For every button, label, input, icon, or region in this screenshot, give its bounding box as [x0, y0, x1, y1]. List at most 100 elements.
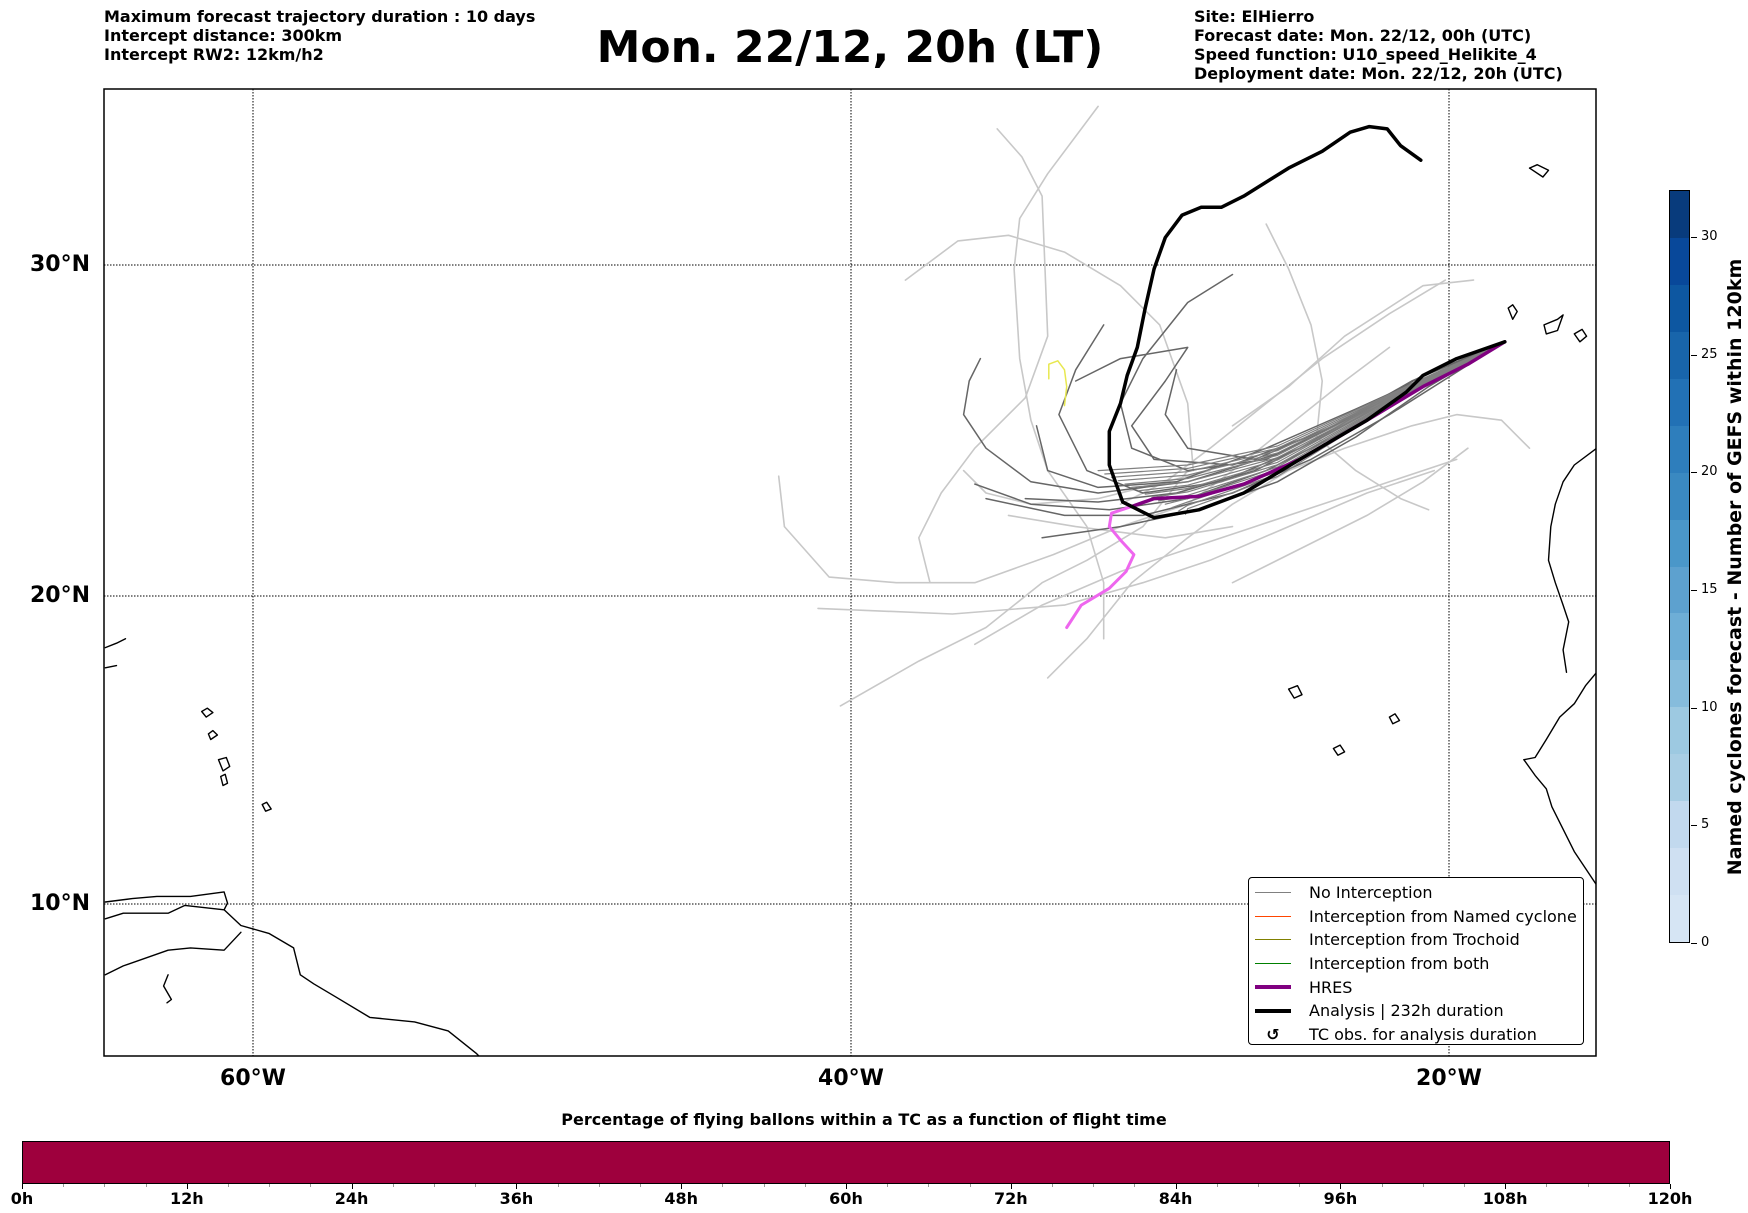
time-tick [351, 1184, 353, 1189]
time-tick [1258, 1184, 1259, 1187]
time-tick [228, 1184, 229, 1187]
legend-swatch [1255, 985, 1291, 990]
forecast-date-text: Forecast date: Mon. 22/12, 00h (UTC) [1194, 26, 1532, 45]
yellow-track [1048, 360, 1068, 407]
colorbar-segment [1670, 801, 1689, 849]
coastline-segment [104, 891, 229, 911]
coastline-segment [207, 729, 219, 741]
colorbar-tick-label: 10 [1701, 699, 1718, 715]
legend-swatch [1255, 1008, 1291, 1013]
time-tick [722, 1184, 724, 1187]
colorbar-segment [1670, 848, 1689, 896]
time-tick [804, 1184, 806, 1187]
time-tick [186, 1184, 188, 1189]
lat-label-30n: 30°N [29, 252, 90, 277]
ensemble-track [1104, 341, 1506, 475]
time-bar-title: Percentage of flying ballons within a TC… [561, 1110, 1167, 1129]
map-frame [103, 88, 1597, 1057]
time-tick [22, 1184, 23, 1189]
legend-label: TC obs. for analysis duration [1309, 1024, 1537, 1044]
time-tick [516, 1184, 518, 1189]
colorbar-segment [1670, 566, 1689, 614]
time-tick [392, 1184, 394, 1187]
time-tick [1670, 1184, 1671, 1189]
time-tick-label: 24h [334, 1189, 369, 1208]
coastline-segment [1523, 759, 1596, 886]
colorbar-tick [1691, 825, 1697, 827]
colorbar-segment [1670, 425, 1689, 473]
coastline-segment [261, 801, 272, 812]
lat-label-20n: 20°N [29, 583, 90, 608]
max-duration-text: Maximum forecast trajectory duration : 1… [104, 7, 536, 26]
ensemble-track-dark [1035, 341, 1506, 489]
ensemble-track-light [1007, 514, 1234, 539]
legend-item: ↺ TC obs. for analysis duration [1255, 1023, 1583, 1047]
site-info: Site: ElHierro Forecast date: Mon. 22/12… [1194, 7, 1563, 83]
lon-label-20w: 20°W [1416, 1066, 1482, 1091]
coastline-segment [1547, 447, 1596, 673]
time-tick [1340, 1184, 1342, 1189]
colorbar-segment [1670, 754, 1689, 802]
time-tick [1052, 1184, 1053, 1187]
coastline-segment [1287, 685, 1303, 699]
time-tick [557, 1184, 559, 1187]
legend-label: HRES [1309, 977, 1353, 997]
run-parameters: Maximum forecast trajectory duration : 1… [104, 7, 535, 64]
time-tick [598, 1184, 600, 1187]
intercept-distance-text: Intercept distance: 300km [104, 26, 343, 45]
time-tick [681, 1184, 683, 1189]
colorbar-tick-label: 5 [1701, 817, 1710, 833]
legend-label: Interception from Trochoid [1309, 930, 1520, 950]
coastline-segment [1543, 314, 1564, 335]
ensemble-track-light [1046, 413, 1531, 679]
time-tick-label: 84h [1158, 1189, 1193, 1208]
time-tick-label: 96h [1323, 1189, 1358, 1208]
legend-label: Interception from both [1309, 954, 1490, 974]
ensemble-track-light [974, 458, 1458, 646]
colorbar-segment [1670, 660, 1689, 708]
time-tick-label: 12h [169, 1189, 204, 1208]
legend-item: Interception from Trochoid [1255, 928, 1583, 952]
legend-swatch [1255, 939, 1291, 941]
legend-swatch [1255, 915, 1291, 917]
hres-track-early [1065, 505, 1136, 629]
legend-swatch [1255, 963, 1291, 965]
tc-percentage-fill [23, 1142, 1669, 1183]
coastline-segment [1332, 744, 1346, 756]
legend-label: Analysis | 232h duration [1309, 1001, 1504, 1021]
time-tick-label: 60h [829, 1189, 863, 1208]
colorbar-tick [1691, 354, 1697, 356]
time-tick [1175, 1184, 1177, 1189]
colorbar-tick [1691, 237, 1697, 239]
deployment-date-text: Deployment date: Mon. 22/12, 20h (UTC) [1194, 64, 1563, 83]
time-tick-label: 108h [1482, 1189, 1528, 1208]
time-tick-label: 120h [1647, 1189, 1693, 1208]
colorbar-tick-label: 0 [1701, 935, 1710, 950]
colorbar-segment [1670, 707, 1689, 755]
ensemble-track-light [777, 346, 1391, 584]
trajectories [777, 105, 1531, 707]
colorbar-segment [1670, 378, 1689, 426]
colorbar-segment [1670, 331, 1689, 379]
time-tick [928, 1184, 930, 1187]
time-tick [434, 1184, 435, 1187]
time-tick [145, 1184, 147, 1187]
time-tick [846, 1184, 847, 1189]
coastline-segment [1528, 164, 1550, 178]
time-tick [887, 1184, 889, 1187]
legend-item: HRES [1255, 975, 1583, 999]
speed-function-text: Speed function: U10_speed_Helikite_4 [1194, 45, 1537, 64]
time-tick [1628, 1184, 1630, 1187]
colorbar-tick-label: 15 [1701, 582, 1718, 598]
time-tick-label: 36h [499, 1189, 534, 1208]
colorbar-tick [1691, 943, 1697, 944]
coastline-segment [217, 756, 231, 772]
ensemble-track-light [839, 469, 1189, 707]
time-tick [1587, 1184, 1589, 1187]
coastline-segment [104, 931, 242, 976]
time-tick-label: 72h [993, 1189, 1028, 1208]
coastline-segment [220, 773, 229, 787]
time-tick [969, 1184, 971, 1187]
colorbar-segment [1670, 284, 1689, 332]
coastlines [104, 164, 1596, 1056]
